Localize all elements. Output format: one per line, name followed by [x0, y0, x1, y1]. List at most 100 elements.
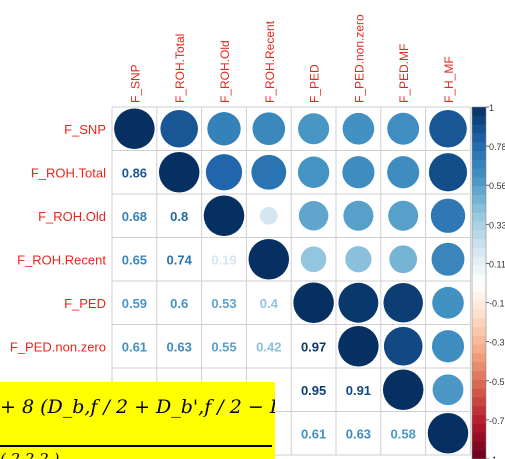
colorbar-segment: [472, 379, 486, 390]
correlation-circle: [429, 109, 467, 148]
colorbar-segment: [472, 265, 486, 275]
colorbar-segment: [472, 300, 486, 310]
formula-text-tail: ( 2 2 2 ): [0, 450, 60, 459]
colorbar-segment: [472, 230, 486, 240]
correlation-value-label: 0.61: [301, 426, 326, 441]
colorbar-border: [471, 106, 487, 459]
correlation-circle: [259, 206, 278, 225]
colorbar-tick-label: -0.5: [489, 377, 505, 387]
correlation-value-label: 0.95: [301, 383, 326, 398]
correlation-circle: [342, 156, 375, 189]
correlation-circle: [345, 246, 372, 273]
colorbar-segment: [472, 177, 486, 187]
colorbar-segment: [472, 388, 486, 398]
column-label: F_ROH.Recent: [263, 20, 277, 103]
colorbar-tick-label: 0.78: [489, 142, 505, 152]
correlation-value-label: 0.8: [170, 209, 188, 224]
correlation-circle: [432, 374, 464, 406]
correlation-circle: [114, 108, 155, 149]
colorbar-tick-label: -1: [489, 455, 497, 459]
colorbar-tick-label: 0.33: [489, 220, 505, 230]
correlation-circle: [383, 326, 423, 366]
correlation-circle: [387, 112, 420, 145]
correlation-value-label: 0.55: [211, 339, 236, 354]
formula-text: + 8 (D_b,f / 2 + D_b',f / 2 − D_b,b' / 2…: [0, 396, 275, 418]
colorbar-segment: [472, 168, 486, 178]
colorbar-segment: [472, 344, 486, 354]
colorbar-segment: [472, 256, 486, 266]
colorbar-segment: [472, 335, 486, 346]
correlation-circle: [300, 246, 327, 273]
correlation-circle: [382, 369, 424, 410]
colorbar-segment: [472, 212, 486, 222]
correlation-value-label: 0.86: [122, 165, 147, 180]
correlation-circle: [430, 198, 466, 233]
colorbar-tick-label: -0.3: [489, 338, 505, 348]
colorbar-segment: [472, 371, 486, 381]
correlation-value-label: 0.4: [260, 296, 279, 311]
correlation-value-label: 0.74: [167, 252, 193, 267]
correlation-circle: [389, 245, 418, 274]
colorbar-segment: [472, 432, 486, 442]
correlation-value-label: 0.97: [301, 339, 326, 354]
correlation-circle: [432, 286, 464, 319]
correlation-circle: [388, 200, 419, 231]
correlation-circle: [298, 113, 330, 145]
column-label: F_ROH.Total: [173, 34, 187, 103]
colorbar-segment: [472, 151, 486, 161]
colorbar-segment: [472, 441, 486, 451]
colorbar-segment: [472, 327, 486, 337]
correlation-circle: [203, 195, 245, 236]
colorbar-segment: [472, 239, 486, 249]
row-label: F_PED.non.zero: [10, 339, 106, 354]
correlation-circle: [205, 154, 243, 191]
correlation-value-label: 0.63: [346, 426, 371, 441]
colorbar-segment: [472, 107, 486, 117]
colorbar-segment: [472, 186, 486, 196]
correlation-value-label: 0.59: [122, 296, 147, 311]
row-label: F_PED: [64, 296, 106, 311]
correlation-value-label: 0.6: [170, 296, 188, 311]
correlation-value-label: 0.65: [122, 252, 147, 267]
correlation-circle: [431, 242, 465, 276]
correlation-value-label: 0.63: [167, 339, 192, 354]
colorbar-tick-label: 0.56: [489, 181, 505, 191]
correlation-circle: [338, 326, 379, 367]
colorbar-segment: [472, 203, 486, 214]
colorbar-segment: [472, 195, 486, 205]
column-label: F_SNP: [128, 64, 142, 103]
column-label: F_ROH.Old: [218, 40, 232, 103]
column-label: F_PED: [308, 64, 322, 103]
correlation-value-label: 0.68: [122, 209, 147, 224]
row-label: F_SNP: [64, 122, 106, 137]
colorbar-segment: [472, 142, 486, 152]
colorbar-segment: [472, 406, 486, 416]
colorbar-segment: [472, 397, 486, 407]
correlation-value-label: 0.53: [211, 296, 236, 311]
colorbar-segment: [472, 283, 486, 293]
correlation-circle: [252, 112, 286, 146]
formula-fraction-line: [0, 445, 272, 447]
colorbar-tick-label: 1: [489, 103, 494, 113]
correlation-circle: [338, 282, 379, 323]
correlation-circle: [387, 156, 420, 189]
correlation-circle: [158, 152, 200, 193]
column-label: F_PED.non.zero: [352, 14, 366, 103]
colorbar-segment: [472, 423, 486, 434]
correlation-circle: [248, 239, 290, 280]
colorbar-segment: [472, 415, 486, 425]
colorbar-segment: [472, 309, 486, 319]
formula-overlay: + 8 (D_b,f / 2 + D_b',f / 2 − D_b,b' / 2…: [0, 382, 275, 459]
correlation-value-label: 0.58: [391, 426, 416, 441]
correlation-circle: [427, 413, 469, 454]
colorbar-segment: [472, 353, 486, 363]
column-label: F_H_MF: [442, 56, 456, 103]
correlation-circle: [431, 330, 465, 363]
correlation-circle: [207, 112, 241, 146]
correlation-circle: [293, 282, 334, 323]
column-label: F_PED.MF: [397, 44, 411, 103]
colorbar-tick-label: -0.7: [489, 416, 505, 426]
row-label: F_ROH.Old: [38, 209, 106, 224]
correlation-circle: [251, 154, 287, 190]
